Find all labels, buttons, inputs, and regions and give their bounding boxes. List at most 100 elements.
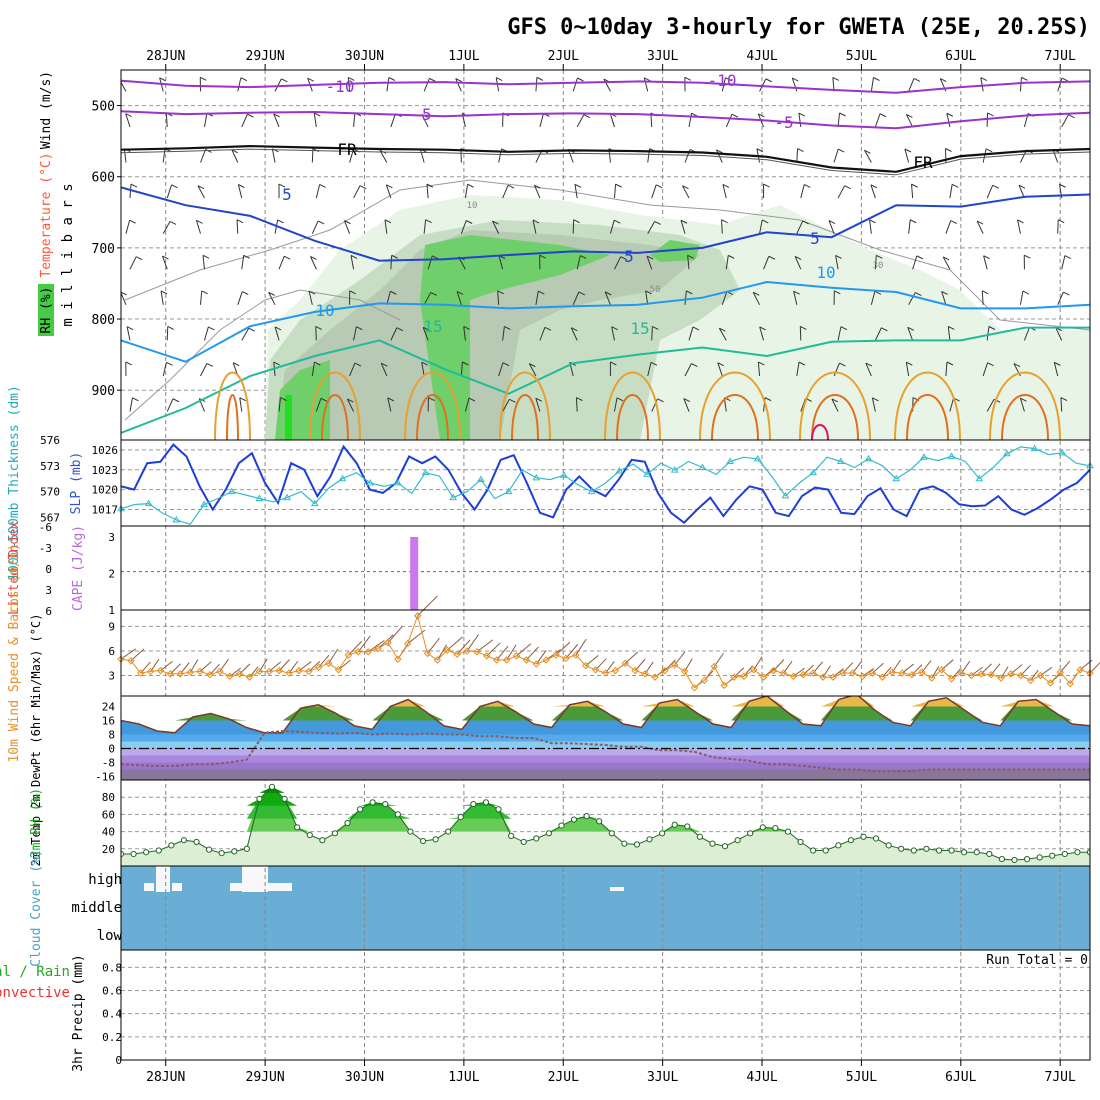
temperature-line bbox=[121, 696, 1090, 734]
wind-barb bbox=[946, 113, 951, 128]
wind-speed-marker bbox=[582, 661, 590, 670]
wind-barb bbox=[722, 184, 727, 199]
wind-barb bbox=[647, 362, 652, 377]
y-tick-label: 3 bbox=[45, 584, 52, 597]
cloud-gap bbox=[242, 866, 268, 892]
wind-barb bbox=[725, 77, 732, 82]
wind-barb bbox=[135, 256, 143, 261]
wind-barb bbox=[1017, 219, 1021, 234]
wind-barb bbox=[466, 634, 479, 652]
wind-barb bbox=[268, 292, 276, 306]
wind-barb bbox=[941, 291, 948, 295]
wind-speed-marker bbox=[344, 651, 353, 659]
rh-marker bbox=[948, 847, 955, 854]
wind-barb bbox=[311, 362, 315, 377]
y-tick-label: 900 bbox=[92, 384, 115, 399]
y-tick-label: 40 bbox=[102, 826, 115, 839]
wind-barb bbox=[717, 362, 723, 377]
thickness-marker bbox=[726, 457, 734, 464]
wind-barb bbox=[837, 112, 841, 127]
wind-barb bbox=[874, 290, 882, 295]
wind-barb bbox=[238, 184, 245, 188]
wind10m-axis-label: 10m Wind Speed & Barbs (m/s) bbox=[7, 543, 22, 762]
wind-speed-marker bbox=[601, 669, 610, 677]
thickness-marker bbox=[200, 500, 208, 507]
wind-barb bbox=[752, 292, 760, 306]
rh-marker bbox=[797, 838, 804, 846]
y-tick-label: 2 bbox=[108, 567, 115, 580]
rh-contour bbox=[124, 179, 1090, 331]
cape-bar bbox=[410, 536, 419, 610]
wind-barb bbox=[353, 112, 356, 127]
y-tick-label: -16 bbox=[95, 771, 115, 784]
rh-plot bbox=[121, 783, 1090, 866]
panel-frame bbox=[120, 609, 1091, 697]
wind-barb bbox=[683, 398, 690, 412]
wind-barb bbox=[126, 326, 131, 341]
isotherm-line bbox=[121, 326, 1090, 434]
wind-barb bbox=[432, 255, 439, 260]
wind-barb bbox=[129, 256, 137, 270]
slp-line bbox=[120, 443, 1091, 525]
wind-barb bbox=[791, 77, 798, 92]
wind-speed-marker bbox=[967, 671, 976, 680]
wind-barb bbox=[200, 76, 207, 81]
wind-barb bbox=[615, 183, 622, 188]
wind-speed-marker bbox=[493, 656, 501, 664]
wind-barb bbox=[1063, 291, 1070, 296]
thickness-marker bbox=[366, 479, 375, 486]
thickness-marker bbox=[1058, 448, 1067, 456]
wind-speed-marker bbox=[1017, 671, 1025, 680]
wind-barb bbox=[387, 397, 395, 402]
rh-marker bbox=[633, 841, 641, 848]
wind-barb bbox=[384, 219, 392, 224]
y-tick-label: 0.4 bbox=[102, 1008, 122, 1021]
wind-speed-marker bbox=[522, 656, 531, 664]
wind-barb bbox=[686, 290, 693, 295]
wind-barb bbox=[759, 326, 766, 331]
isotherm-line bbox=[121, 79, 1090, 94]
rh-marker bbox=[810, 847, 817, 854]
wind-barb bbox=[575, 638, 587, 656]
wind-barb bbox=[278, 397, 281, 412]
wind-axis-label: Wind (m/s) bbox=[39, 71, 54, 149]
thickness-axis-label: 1000-500mb Thickness (dm) bbox=[7, 385, 22, 581]
wind-barb bbox=[906, 361, 913, 366]
wind-speed-marker bbox=[473, 648, 481, 656]
chart-title: GFS 0~10day 3-hourly for GWETA (25E, 20.… bbox=[507, 15, 1090, 40]
wind-barb bbox=[683, 398, 691, 402]
wind-barb bbox=[423, 292, 432, 306]
wind-barb bbox=[120, 648, 137, 660]
rh-marker bbox=[583, 813, 590, 820]
wind-barb bbox=[498, 255, 504, 270]
cloud-gap bbox=[144, 883, 154, 891]
isotherm-warm bbox=[321, 394, 349, 440]
thickness-marker bbox=[1030, 444, 1039, 452]
wind-barb bbox=[273, 113, 280, 118]
wind-barb bbox=[231, 149, 239, 154]
wind-barb bbox=[162, 255, 169, 260]
wind-speed-marker bbox=[196, 667, 204, 676]
temperature-band bbox=[121, 748, 1090, 756]
wind-barb bbox=[988, 326, 996, 330]
wind-barb bbox=[509, 398, 516, 403]
thickness-marker bbox=[227, 487, 236, 495]
rh-marker bbox=[155, 847, 162, 854]
wind-barb bbox=[476, 639, 494, 653]
wind-barb bbox=[837, 185, 846, 199]
wind-speed-marker bbox=[374, 644, 382, 653]
wind-speed-marker bbox=[502, 656, 511, 664]
wind-barb bbox=[172, 398, 180, 403]
isotherm-warm bbox=[711, 394, 759, 440]
isotherm-warm bbox=[511, 394, 539, 440]
wind-barb bbox=[575, 397, 578, 412]
wind-speed-marker bbox=[671, 661, 679, 669]
temperature-band bbox=[121, 769, 1090, 780]
wind-speed-marker bbox=[463, 647, 471, 655]
date-label-bottom: 4JUL bbox=[746, 1070, 777, 1085]
wind-barb bbox=[759, 78, 767, 92]
wind-barb bbox=[532, 219, 540, 224]
wind-barb bbox=[462, 361, 469, 366]
rh-marker bbox=[1011, 856, 1018, 864]
y-tick-label: 500 bbox=[92, 100, 115, 115]
